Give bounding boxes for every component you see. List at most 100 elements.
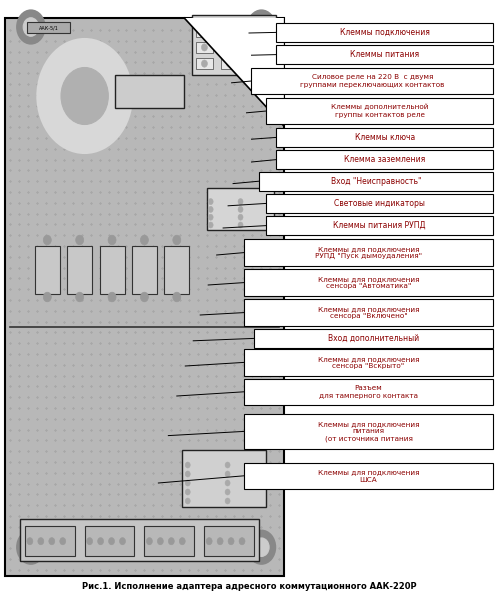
Text: Клеммы дополнительной
группы контактов реле: Клеммы дополнительной группы контактов р… <box>331 104 428 118</box>
FancyBboxPatch shape <box>221 58 238 69</box>
FancyBboxPatch shape <box>254 329 493 348</box>
FancyBboxPatch shape <box>192 15 276 75</box>
Circle shape <box>251 28 257 35</box>
FancyBboxPatch shape <box>27 22 70 33</box>
Circle shape <box>254 18 269 36</box>
Circle shape <box>238 206 243 212</box>
FancyBboxPatch shape <box>276 150 493 169</box>
Circle shape <box>87 538 93 545</box>
Circle shape <box>254 538 269 556</box>
FancyBboxPatch shape <box>276 45 493 64</box>
Circle shape <box>140 235 148 245</box>
FancyBboxPatch shape <box>20 519 259 561</box>
FancyBboxPatch shape <box>196 26 213 37</box>
Circle shape <box>173 235 181 245</box>
Circle shape <box>201 44 208 51</box>
Text: Клеммы ключа: Клеммы ключа <box>355 133 415 142</box>
Circle shape <box>43 292 51 302</box>
FancyBboxPatch shape <box>5 18 284 576</box>
Text: Клемма заземления: Клемма заземления <box>344 155 425 164</box>
Circle shape <box>109 538 115 545</box>
Text: Клеммы подключения: Клеммы подключения <box>340 28 430 37</box>
FancyBboxPatch shape <box>221 42 238 53</box>
Circle shape <box>217 538 223 545</box>
FancyBboxPatch shape <box>207 188 274 230</box>
Text: Разъем
для тамперного контакта: Разъем для тамперного контакта <box>319 385 418 398</box>
Circle shape <box>225 489 230 495</box>
Text: Клеммы питания: Клеммы питания <box>350 50 419 59</box>
Circle shape <box>17 10 45 44</box>
Circle shape <box>208 199 213 205</box>
Circle shape <box>226 60 232 67</box>
Circle shape <box>185 462 190 468</box>
Text: Клеммы для подключения
ШСА: Клеммы для подключения ШСА <box>318 469 419 482</box>
Circle shape <box>23 18 38 36</box>
Circle shape <box>225 480 230 486</box>
FancyBboxPatch shape <box>85 526 134 556</box>
Circle shape <box>208 222 213 228</box>
FancyBboxPatch shape <box>25 526 75 556</box>
Circle shape <box>185 498 190 504</box>
Circle shape <box>225 471 230 477</box>
Circle shape <box>108 235 116 245</box>
FancyBboxPatch shape <box>246 58 263 69</box>
Circle shape <box>61 67 109 124</box>
FancyBboxPatch shape <box>144 526 194 556</box>
Circle shape <box>208 206 213 212</box>
Circle shape <box>225 462 230 468</box>
FancyBboxPatch shape <box>35 246 60 294</box>
Circle shape <box>251 44 257 51</box>
FancyBboxPatch shape <box>196 42 213 53</box>
Text: Клеммы для подключения
сенсора "Включено": Клеммы для подключения сенсора "Включено… <box>318 306 419 319</box>
FancyBboxPatch shape <box>244 299 493 326</box>
Circle shape <box>201 60 208 67</box>
Circle shape <box>17 530 45 564</box>
FancyBboxPatch shape <box>259 172 493 191</box>
Circle shape <box>185 489 190 495</box>
Circle shape <box>120 538 125 545</box>
Circle shape <box>60 538 66 545</box>
Circle shape <box>140 292 148 302</box>
Circle shape <box>108 292 116 302</box>
Circle shape <box>201 28 208 35</box>
Circle shape <box>168 538 174 545</box>
Circle shape <box>206 538 212 545</box>
Polygon shape <box>184 18 284 126</box>
Circle shape <box>76 292 84 302</box>
FancyBboxPatch shape <box>100 246 124 294</box>
Circle shape <box>251 60 257 67</box>
Circle shape <box>179 538 185 545</box>
Circle shape <box>248 10 275 44</box>
Text: Силовое реле на 220 В  с двумя
группами переключающих контактов: Силовое реле на 220 В с двумя группами п… <box>300 74 444 88</box>
FancyBboxPatch shape <box>246 26 263 37</box>
Text: Рис.1. Исполнение адаптера адресного коммутационного ААК-220Р: Рис.1. Исполнение адаптера адресного ком… <box>82 582 416 592</box>
FancyBboxPatch shape <box>266 216 493 235</box>
FancyBboxPatch shape <box>182 450 266 507</box>
Text: Клеммы для подключения
сенсора "Вскрыто": Клеммы для подключения сенсора "Вскрыто" <box>318 356 419 369</box>
Circle shape <box>27 538 33 545</box>
Text: Клеммы питания РУПД: Клеммы питания РУПД <box>334 221 426 230</box>
FancyBboxPatch shape <box>164 246 189 294</box>
FancyBboxPatch shape <box>244 349 493 376</box>
Text: ААК-5/1: ААК-5/1 <box>39 25 58 30</box>
Circle shape <box>49 538 55 545</box>
Circle shape <box>208 214 213 220</box>
FancyBboxPatch shape <box>266 194 493 213</box>
Circle shape <box>37 39 132 153</box>
Circle shape <box>238 214 243 220</box>
Text: Клеммы для подключения
питания
(от источника питания: Клеммы для подключения питания (от источ… <box>318 421 419 442</box>
Text: Вход дополнительный: Вход дополнительный <box>328 334 419 343</box>
Text: Световые индикаторы: Световые индикаторы <box>334 199 425 208</box>
FancyBboxPatch shape <box>244 379 493 405</box>
Text: Вход "Неисправность": Вход "Неисправность" <box>331 176 421 185</box>
FancyBboxPatch shape <box>276 128 493 147</box>
Circle shape <box>76 235 84 245</box>
FancyBboxPatch shape <box>276 23 493 42</box>
Circle shape <box>238 199 243 205</box>
Circle shape <box>226 28 232 35</box>
Circle shape <box>38 538 44 545</box>
Circle shape <box>238 222 243 228</box>
Circle shape <box>239 538 245 545</box>
Circle shape <box>226 44 232 51</box>
Circle shape <box>173 292 181 302</box>
